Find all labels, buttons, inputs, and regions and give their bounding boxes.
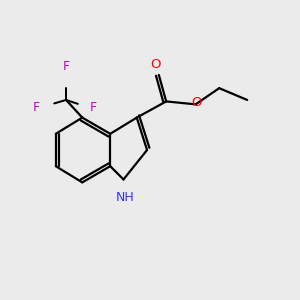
Text: F: F <box>32 101 40 114</box>
Text: F: F <box>62 60 70 74</box>
Text: O: O <box>191 96 202 110</box>
Text: O: O <box>151 58 161 71</box>
Text: F: F <box>90 101 97 114</box>
Text: NH: NH <box>116 191 134 204</box>
